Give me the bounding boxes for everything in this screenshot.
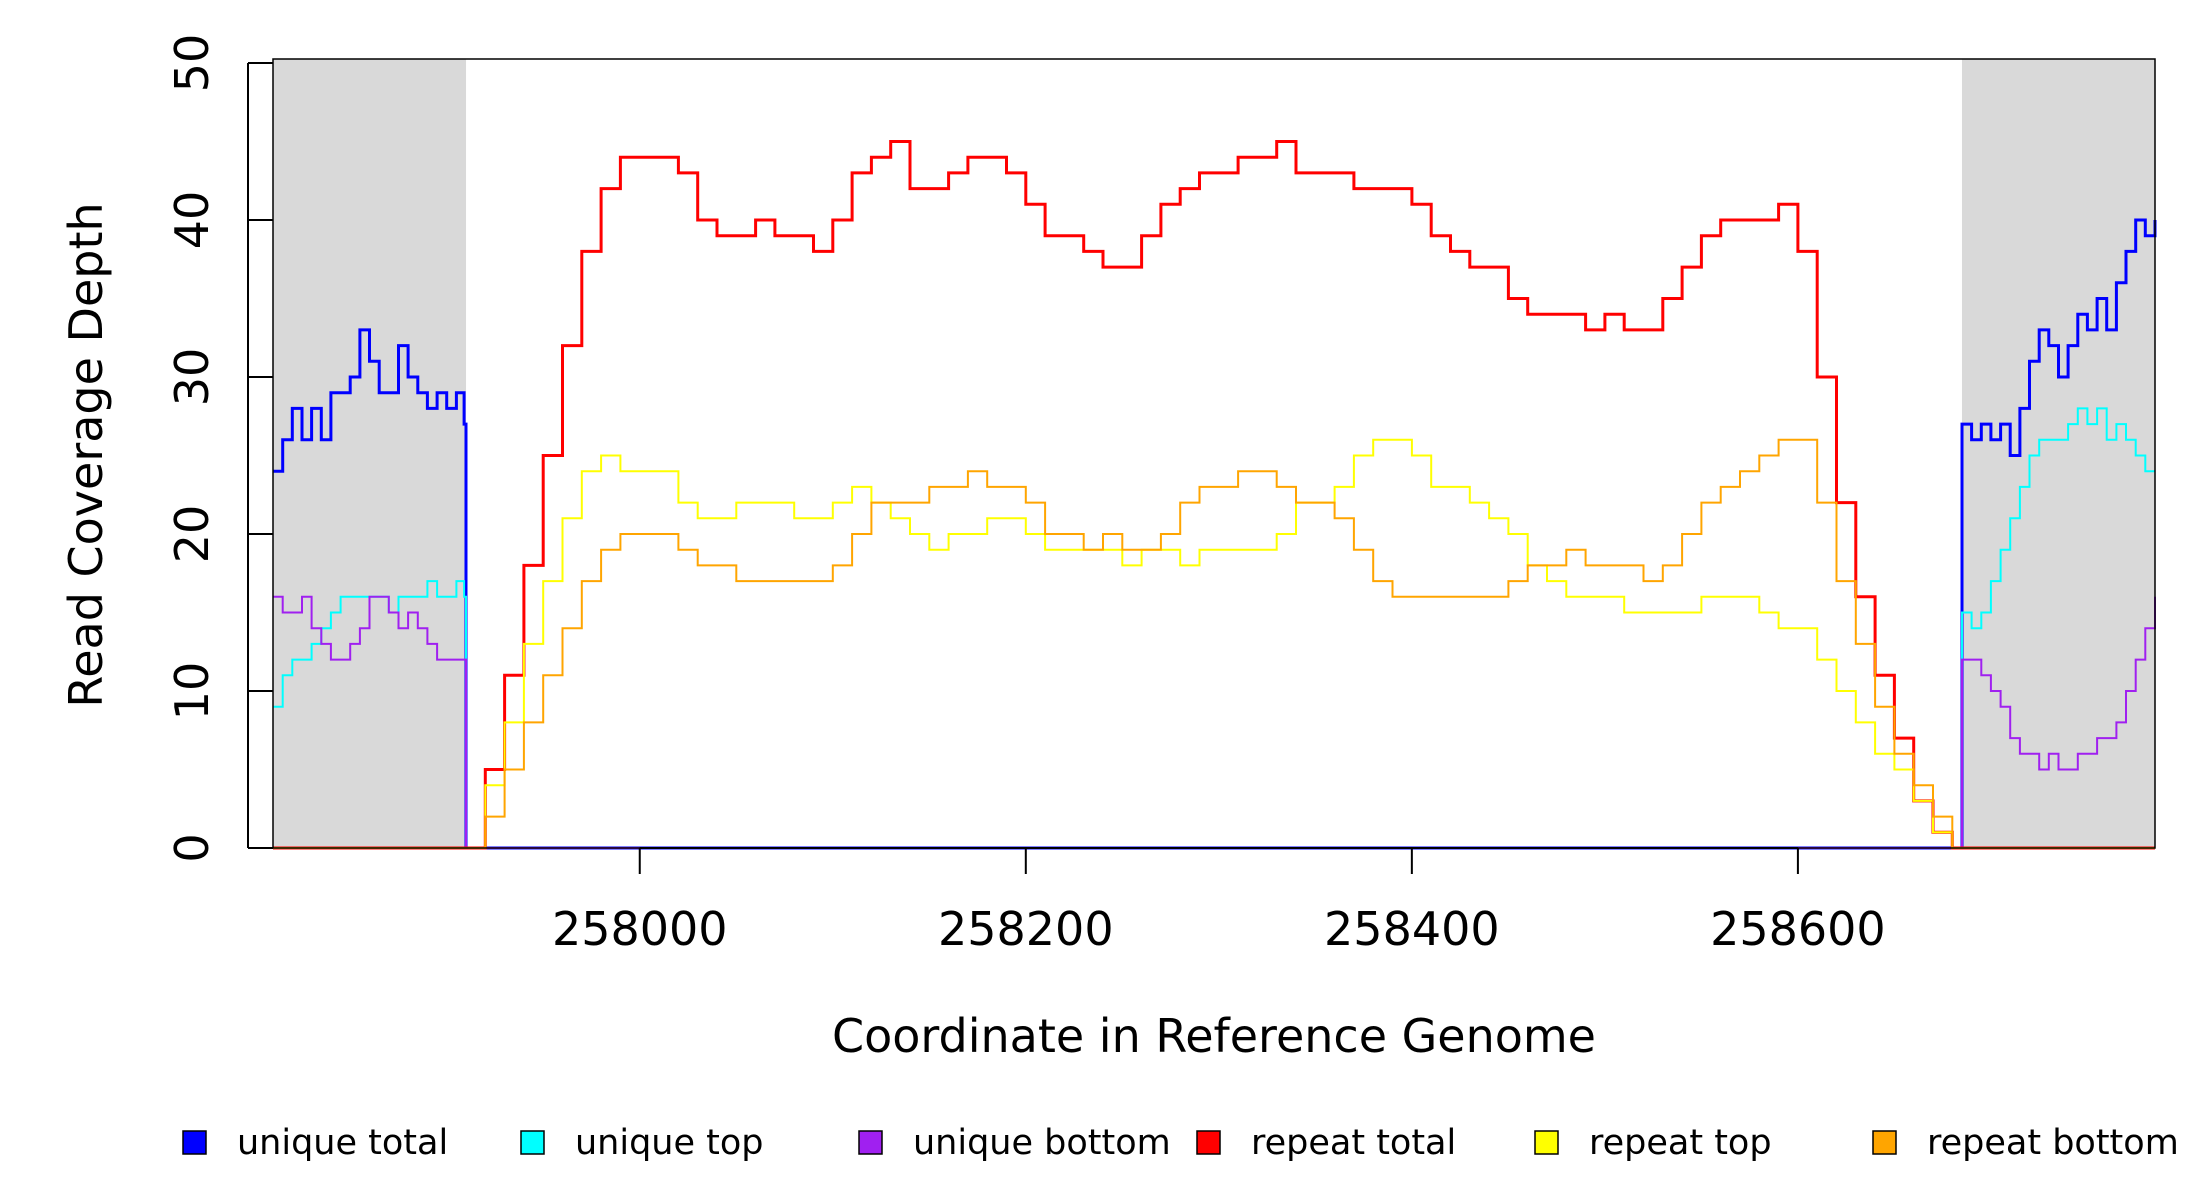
x-tick-label-258200: 258200 [938, 902, 1114, 956]
y-tick-label-0: 0 [165, 833, 219, 862]
y-tick-label-40: 40 [165, 191, 219, 250]
legend-swatch-repeat-total [1196, 1130, 1221, 1155]
legend-label-repeat-bottom: repeat bottom [1927, 1123, 2179, 1163]
series-line-repeat-top-1 [273, 438, 2155, 849]
y-tick-label-10: 10 [165, 662, 219, 721]
x-tick-label-258400: 258400 [1324, 902, 1500, 956]
legend-swatch-unique-top [520, 1130, 545, 1155]
series-line-unique-bottom-3 [1961, 596, 2156, 848]
series-line-unique-bottom-1 [273, 595, 467, 848]
legend-item-unique-bottom: unique bottom [858, 1123, 1171, 1163]
x-axis-title: Coordinate in Reference Genome [832, 1009, 1596, 1063]
legend-swatch-unique-total [182, 1130, 207, 1155]
series-line-repeat-total-1 [273, 140, 2155, 850]
x-axis: 258000 258200 258400 258600 [552, 847, 1886, 956]
series-repeat-total [273, 140, 2155, 850]
y-axis-title: Read Coverage Depth [59, 202, 113, 707]
legend-label-unique-bottom: unique bottom [913, 1123, 1171, 1163]
legend-item-repeat-top: repeat top [1534, 1123, 1772, 1163]
x-tick-label-258600: 258600 [1710, 902, 1886, 956]
legend-item-repeat-bottom: repeat bottom [1872, 1123, 2179, 1163]
series-line-unique-total-1 [273, 328, 468, 848]
series-repeat-top [273, 438, 2155, 849]
series-line-repeat-bottom-1 [273, 438, 2155, 849]
x-tick-label-258000: 258000 [552, 902, 728, 956]
y-axis: 0 10 20 30 40 50 [165, 34, 273, 863]
legend-label-repeat-top: repeat top [1589, 1123, 1772, 1163]
legend-swatch-repeat-top [1534, 1130, 1559, 1155]
legend-label-unique-total: unique total [237, 1123, 448, 1163]
legend-item-unique-total: unique total [182, 1123, 448, 1163]
legend-swatch-repeat-bottom [1872, 1130, 1897, 1155]
legend-swatch-unique-bottom [858, 1130, 883, 1155]
legend-label-unique-top: unique top [575, 1123, 764, 1163]
legend-item-unique-top: unique top [520, 1123, 764, 1163]
excluded-regions [273, 59, 2155, 848]
shaded-region-2 [1961, 59, 2155, 848]
y-tick-label-20: 20 [165, 505, 219, 564]
legend: unique total unique top unique bottom repea… [182, 1123, 2179, 1163]
y-tick-label-50: 50 [165, 34, 219, 93]
shaded-region-1 [273, 59, 467, 848]
series-repeat-bottom [273, 438, 2155, 849]
y-tick-label-30: 30 [165, 348, 219, 407]
series-line-unique-top-2 [1961, 407, 2155, 848]
legend-label-repeat-total: repeat total [1251, 1123, 1456, 1163]
series-line-unique-total-3 [1960, 218, 2157, 848]
legend-item-repeat-total: repeat total [1196, 1123, 1456, 1163]
